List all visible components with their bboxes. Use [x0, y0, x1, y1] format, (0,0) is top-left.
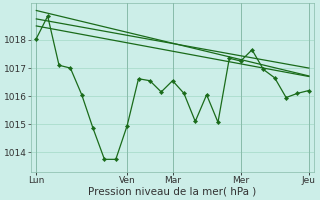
- X-axis label: Pression niveau de la mer( hPa ): Pression niveau de la mer( hPa ): [88, 187, 257, 197]
